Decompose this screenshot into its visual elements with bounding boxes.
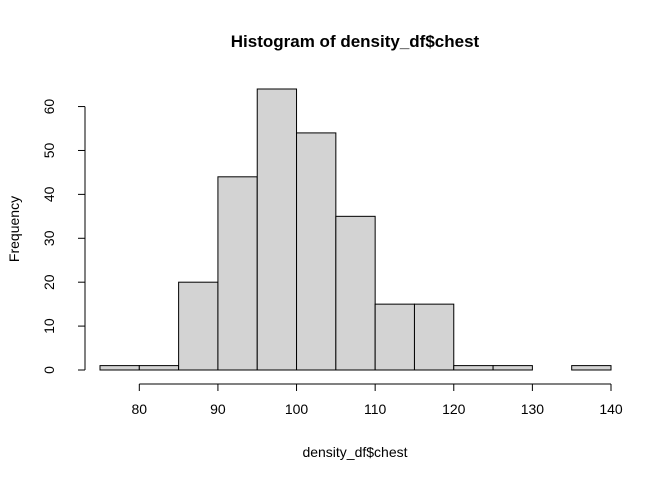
histogram-bar-110-115 bbox=[374, 303, 415, 371]
x-tick-label: 120 bbox=[442, 401, 466, 417]
y-axis: 0 10 20 30 40 50 60 bbox=[41, 99, 86, 374]
histogram-bar-120-125 bbox=[453, 365, 494, 371]
y-tick-label: 60 bbox=[41, 99, 57, 115]
y-tick-label: 40 bbox=[41, 186, 57, 202]
histogram-bar-80-85 bbox=[138, 365, 180, 371]
x-tick-label: 130 bbox=[521, 401, 545, 417]
histogram-bar-115-120 bbox=[413, 303, 455, 371]
histogram-bar-105-110 bbox=[335, 215, 376, 371]
histogram-bar-90-95 bbox=[217, 176, 258, 371]
x-axis: 80 90 100 110 120 130 140 bbox=[132, 383, 623, 417]
y-tick-label: 0 bbox=[41, 366, 57, 374]
x-tick-label: 110 bbox=[364, 401, 387, 417]
x-axis-label: density_df$chest bbox=[302, 444, 407, 460]
histogram-bar-135-140 bbox=[571, 365, 612, 371]
x-tick-label: 80 bbox=[132, 401, 148, 417]
x-tick-label: 100 bbox=[285, 401, 309, 417]
x-tick-label: 90 bbox=[210, 401, 226, 417]
histogram-bar-125-130 bbox=[492, 365, 533, 371]
y-tick-label: 30 bbox=[41, 230, 57, 246]
y-tick-label: 10 bbox=[41, 318, 57, 334]
histogram-bar-85-90 bbox=[178, 281, 219, 371]
histogram-bar-95-100 bbox=[256, 88, 298, 371]
histogram-bar-100-105 bbox=[296, 132, 337, 371]
chart-title: Histogram of density_df$chest bbox=[231, 32, 480, 51]
y-tick-label: 50 bbox=[41, 142, 57, 158]
histogram-bar-75-80 bbox=[99, 365, 140, 371]
y-tick-label: 20 bbox=[41, 274, 57, 290]
x-tick-label: 140 bbox=[599, 401, 623, 417]
bars-group bbox=[99, 88, 612, 371]
y-axis-label: Frequency bbox=[6, 196, 22, 262]
